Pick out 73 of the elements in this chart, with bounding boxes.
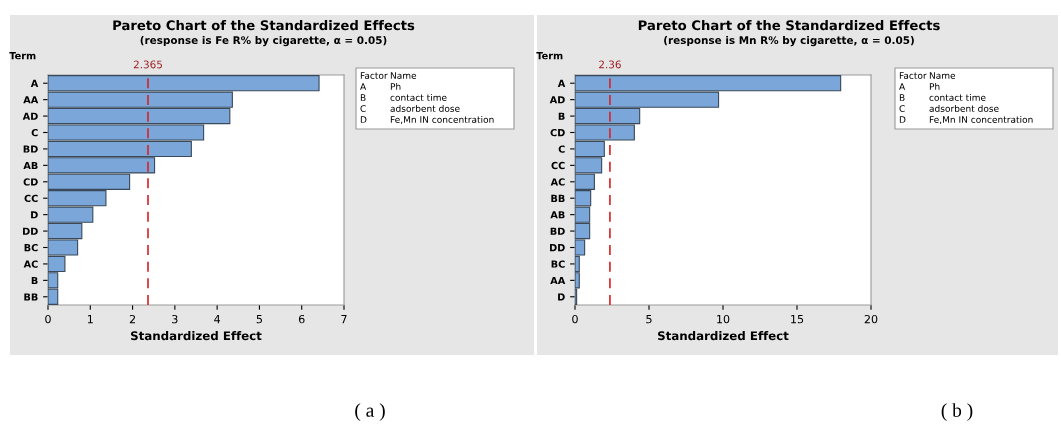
- x-tick-label: 2: [129, 314, 135, 324]
- y-tick-label: BC: [551, 260, 565, 268]
- text: B: [899, 94, 905, 101]
- text: adsorbent dose: [390, 105, 460, 112]
- text: Ph: [929, 83, 940, 90]
- y-tick-label: CD: [550, 128, 565, 137]
- x-tick-label: 5: [646, 315, 652, 324]
- text: Name: [929, 72, 956, 79]
- y-tick-label: BD: [23, 145, 38, 153]
- chart-title: Pareto Chart of the Standardized Effects: [113, 20, 415, 31]
- text: B: [360, 94, 366, 101]
- text: Factor: [899, 72, 927, 79]
- y-tick-label: AD: [549, 96, 565, 104]
- ref-line-label: 2.365: [133, 60, 163, 69]
- text: adsorbent dose: [929, 105, 999, 112]
- y-tick-label: AA: [550, 276, 566, 285]
- y-tick-label: AC: [23, 260, 38, 268]
- text: C: [899, 105, 905, 112]
- text: contact time: [390, 94, 447, 101]
- x-tick-label: 0: [45, 314, 51, 324]
- y-tick-label: BB: [24, 293, 38, 301]
- y-tick-label: B: [31, 276, 38, 285]
- text: Fe,Mn IN concentration: [929, 116, 1033, 124]
- y-axis-title: Term: [536, 52, 563, 60]
- text: C: [360, 105, 366, 112]
- y-tick-label: D: [558, 293, 565, 301]
- x-tick-label: 3: [172, 314, 178, 324]
- text: Factor: [360, 72, 388, 79]
- x-axis-title: Standardized Effect: [131, 331, 262, 341]
- x-tick-label: 15: [791, 315, 804, 324]
- x-tick-label: 7: [341, 315, 347, 324]
- y-tick-label: CD: [23, 178, 38, 186]
- chart-subtitle: (response is Mn R% by cigarette, α = 0.05): [664, 36, 914, 47]
- y-tick-label: B: [558, 112, 565, 120]
- text: A: [899, 83, 906, 90]
- x-tick-label: 1: [87, 315, 93, 324]
- text: D: [899, 116, 906, 123]
- text: Name: [390, 72, 417, 79]
- x-tick-label: 6: [298, 314, 305, 324]
- y-tick-label: AA: [23, 96, 39, 104]
- chart-title: Pareto Chart of the Standardized Effects: [638, 20, 940, 31]
- y-tick-label: BD: [550, 227, 565, 235]
- y-tick-label: C: [31, 128, 38, 137]
- chart-subtitle: (response is Fe R% by cigarette, α = 0.05): [140, 36, 387, 47]
- y-tick-label: CC: [24, 194, 38, 203]
- text: ( b ): [941, 403, 973, 421]
- x-tick-label: 10: [717, 314, 730, 324]
- y-tick-label: CC: [551, 161, 565, 170]
- y-tick-label: A: [557, 79, 566, 87]
- y-axis-title: Term: [9, 52, 36, 60]
- y-tick-label: AB: [550, 211, 565, 219]
- text: Ph: [390, 83, 401, 90]
- text: A: [360, 83, 367, 90]
- y-tick-label: DD: [550, 244, 565, 252]
- text: ( a ): [355, 403, 385, 421]
- y-tick-label: AB: [23, 161, 38, 170]
- text: D: [360, 116, 367, 123]
- y-tick-label: BC: [24, 243, 38, 252]
- y-tick-label: A: [30, 79, 39, 87]
- y-tick-label: BB: [551, 194, 565, 202]
- text: Fe,Mn IN concentration: [390, 116, 494, 124]
- y-tick-label: C: [558, 145, 565, 153]
- x-tick-label: 4: [214, 315, 221, 324]
- text: contact time: [929, 94, 986, 101]
- x-tick-label: 0: [572, 314, 578, 324]
- y-tick-label: DD: [23, 227, 38, 235]
- x-tick-label: 20: [864, 314, 878, 324]
- y-tick-label: AD: [22, 112, 38, 120]
- y-tick-label: D: [31, 211, 38, 219]
- x-tick-label: 5: [256, 315, 262, 324]
- ref-line-label: 2.36: [599, 60, 621, 69]
- x-axis-title: Standardized Effect: [658, 331, 789, 341]
- y-tick-label: AC: [550, 178, 565, 186]
